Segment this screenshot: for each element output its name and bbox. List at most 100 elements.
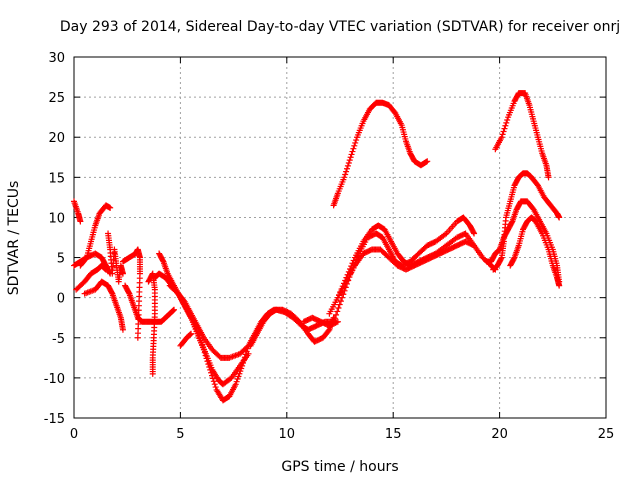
data-point: [508, 219, 515, 226]
data-point: [351, 142, 358, 149]
grid: [74, 57, 606, 418]
data-point: [344, 162, 351, 169]
series-sat-h: [122, 282, 178, 325]
series-sat-u: [492, 90, 552, 181]
data-point: [504, 117, 511, 124]
x-tick-label: 5: [176, 427, 184, 442]
data-point: [149, 370, 156, 377]
data-point: [205, 361, 212, 368]
y-tick-label: -10: [44, 372, 65, 387]
data-point: [352, 139, 359, 146]
x-tick-label: 15: [385, 427, 402, 442]
plot-frame: [73, 56, 607, 419]
data-point: [210, 378, 217, 385]
data-point: [340, 291, 347, 298]
series-sat-g: [119, 246, 143, 341]
data-point: [346, 157, 353, 164]
y-tick-label: -5: [52, 332, 65, 347]
data-point: [503, 119, 510, 126]
data-point: [159, 257, 166, 264]
data-point: [343, 168, 350, 175]
data-point: [556, 282, 563, 289]
data-point: [471, 230, 478, 237]
data-point: [424, 158, 431, 165]
data-point: [233, 378, 240, 385]
data-point: [348, 151, 355, 158]
series-sat-o: [300, 314, 341, 329]
series-sat-i: [145, 270, 158, 377]
y-tick-label: 10: [48, 211, 65, 226]
data-point: [235, 373, 242, 380]
data-point: [107, 204, 114, 211]
data-point: [202, 352, 209, 359]
data-point: [212, 384, 219, 391]
data-point: [77, 218, 84, 225]
data-point: [207, 366, 214, 373]
series-sat-k: [156, 250, 252, 388]
data-point: [501, 125, 508, 132]
data-point: [331, 315, 338, 322]
data-point: [171, 306, 178, 313]
data-point: [241, 354, 248, 361]
chart-title: Day 293 of 2014, Sidereal Day-to-day VTE…: [60, 19, 620, 35]
data-point: [243, 348, 250, 355]
data-point: [335, 304, 342, 311]
axis-ticks: 0 5 10 15 20 25 -15 -10 -5 0 5 10 15 20 25 30: [44, 51, 615, 442]
data-point: [498, 134, 505, 141]
data-point: [125, 289, 132, 296]
data-point: [204, 358, 211, 365]
data-point: [337, 298, 344, 305]
series-sat-a: [71, 198, 84, 225]
data-series: [71, 90, 563, 404]
data-point: [545, 174, 552, 181]
data-point: [188, 330, 195, 337]
data-point: [471, 242, 478, 249]
data-point: [345, 160, 352, 167]
data-point: [244, 345, 251, 352]
series-sat-m: [177, 330, 195, 349]
data-point: [330, 318, 337, 325]
data-point: [211, 381, 218, 388]
x-tick-label: 20: [491, 427, 508, 442]
data-point: [236, 370, 243, 377]
data-point: [500, 128, 507, 135]
data-point: [242, 351, 249, 358]
data-point: [240, 359, 247, 366]
data-point: [353, 137, 360, 144]
x-tick-label: 10: [279, 427, 296, 442]
data-point: [342, 171, 349, 178]
y-tick-label: 5: [57, 252, 65, 267]
y-axis-label: SDTVAR / TECUs: [6, 181, 22, 296]
data-point: [232, 381, 239, 388]
x-tick-label: 25: [598, 427, 615, 442]
series-sat-f: [105, 230, 126, 285]
data-point: [240, 357, 247, 364]
data-point: [119, 326, 126, 333]
data-point: [502, 122, 509, 129]
data-point: [499, 131, 506, 138]
y-tick-label: -15: [44, 412, 65, 427]
series-sat-s: [330, 99, 431, 209]
data-point: [234, 376, 241, 383]
data-point: [334, 308, 341, 315]
data-point: [203, 355, 210, 362]
series-sat-r: [334, 238, 478, 301]
data-point: [349, 148, 356, 155]
y-tick-label: 30: [48, 51, 65, 66]
y-tick-label: 0: [57, 292, 65, 307]
data-point: [209, 375, 216, 382]
data-point: [119, 270, 126, 277]
data-point: [498, 255, 505, 262]
data-point: [333, 311, 340, 318]
data-point: [149, 271, 156, 278]
data-point: [336, 301, 343, 308]
data-point: [108, 289, 115, 296]
x-tick-label: 0: [70, 427, 78, 442]
y-tick-label: 15: [48, 171, 65, 186]
series-sat-e: [81, 278, 126, 333]
data-point: [350, 145, 357, 152]
data-point: [470, 229, 477, 236]
series-sat-w: [507, 214, 563, 289]
data-point: [556, 214, 563, 221]
